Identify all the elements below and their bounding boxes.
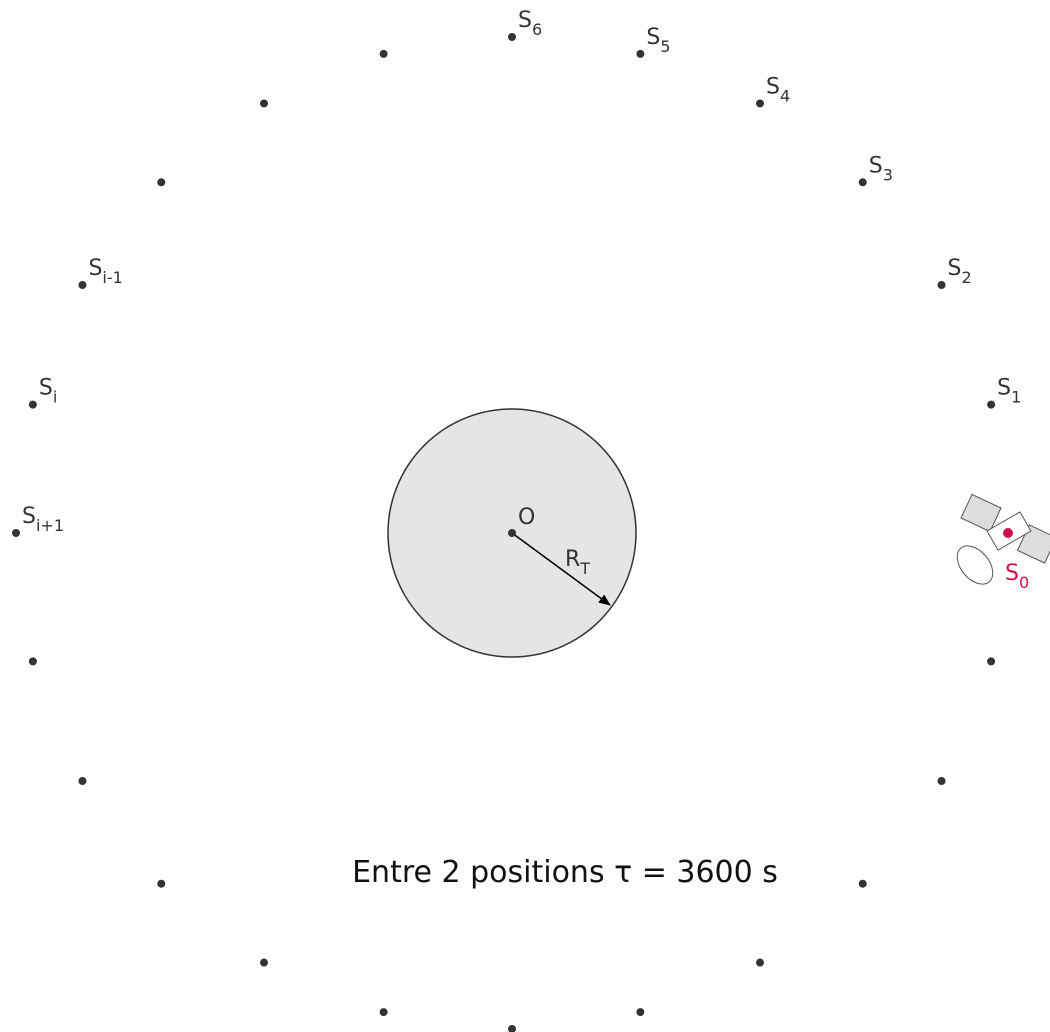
- orbit-position: [508, 1025, 516, 1032]
- label-sub: i+1: [36, 516, 64, 535]
- label-main: S: [948, 256, 962, 281]
- orbit-position: [157, 178, 165, 186]
- orbit-position: [987, 657, 995, 665]
- label-sub: 0: [1019, 573, 1029, 592]
- label-main: S: [22, 504, 36, 529]
- label-sub: 5: [660, 37, 670, 56]
- orbit-position: [29, 401, 37, 409]
- label-main: S: [869, 153, 883, 178]
- caption: Entre 2 positions τ = 3600 s: [352, 855, 778, 890]
- label-sub: 6: [532, 20, 542, 39]
- label-main: S: [518, 8, 532, 33]
- label-main: S: [1005, 561, 1019, 586]
- orbit-position: [380, 50, 388, 58]
- label-sub: 4: [780, 86, 790, 105]
- position-label: S0: [1005, 561, 1029, 592]
- orbit-position: [12, 529, 20, 537]
- label-sub: i-1: [102, 268, 122, 287]
- label-main: S: [766, 74, 780, 99]
- label-sub: i: [53, 388, 57, 407]
- orbit-position: [756, 959, 764, 967]
- orbit-position: [859, 178, 867, 186]
- satellite: [950, 494, 1050, 590]
- position-label: Si: [39, 376, 57, 407]
- orbit-position: [636, 50, 644, 58]
- orbit-position: [260, 959, 268, 967]
- position-label: Si+1: [22, 504, 64, 535]
- position-label: Si-1: [88, 256, 122, 287]
- label-sub: 1: [1011, 388, 1021, 407]
- orbit-position: [938, 281, 946, 289]
- label-sub: 2: [962, 268, 972, 287]
- orbit-position: [859, 880, 867, 888]
- orbit-position: [636, 1008, 644, 1016]
- orbit-position: [78, 281, 86, 289]
- center-label: O: [518, 505, 535, 530]
- center-dot: [508, 529, 516, 537]
- orbit-position: [756, 99, 764, 107]
- orbit-position: [78, 777, 86, 785]
- orbit-position: [29, 657, 37, 665]
- orbit-position: [508, 33, 516, 41]
- orbit-position: [380, 1008, 388, 1016]
- orbit-position: [987, 401, 995, 409]
- position-label: S3: [869, 153, 893, 184]
- label-main: S: [88, 256, 102, 281]
- orbit-position: [157, 880, 165, 888]
- position-label: S6: [518, 8, 542, 39]
- position-label: S4: [766, 74, 790, 105]
- label-main: S: [997, 376, 1011, 401]
- position-label: S2: [948, 256, 972, 287]
- label-main: S: [646, 25, 660, 50]
- position-label: S5: [646, 25, 670, 56]
- label-sub: 3: [883, 165, 893, 184]
- orbit-position: [938, 777, 946, 785]
- orbit-position: [260, 99, 268, 107]
- position-label: S1: [997, 376, 1021, 407]
- orbit-diagram: O RT Entre 2 positions τ = 3600 s S0S1S2…: [0, 0, 1050, 1032]
- label-main: S: [39, 376, 53, 401]
